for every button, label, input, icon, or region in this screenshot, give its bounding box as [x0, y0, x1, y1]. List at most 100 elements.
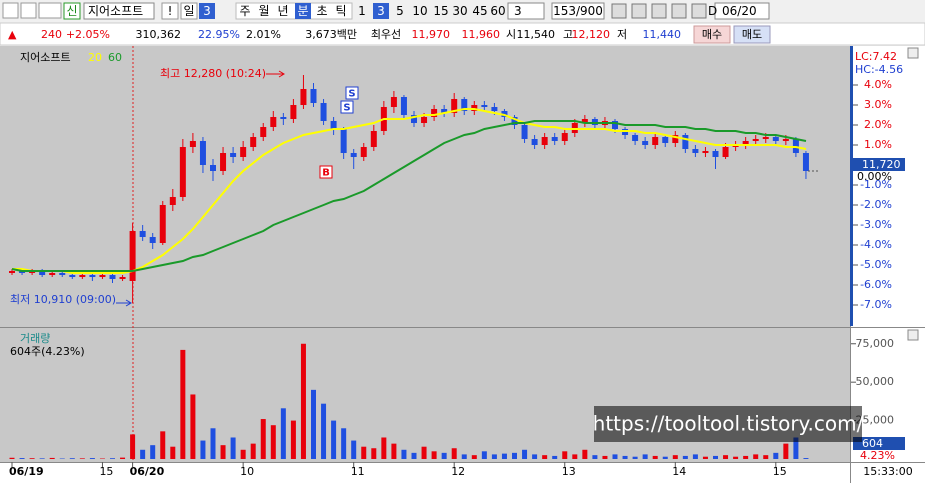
panel-button[interactable] — [907, 47, 919, 59]
selected-tab[interactable] — [373, 3, 389, 19]
info-item: 240 — [41, 28, 62, 41]
signal-label: S — [343, 103, 350, 114]
toolbar-item[interactable]: 년 — [277, 4, 288, 18]
toolbar-item[interactable]: 주 — [239, 4, 250, 18]
icon-button[interactable] — [651, 3, 667, 19]
date-input[interactable] — [714, 2, 770, 20]
candle-body — [9, 271, 15, 273]
candle-body — [802, 153, 809, 171]
volume-bar — [140, 449, 146, 459]
toolbar-item[interactable]: 30 — [452, 4, 467, 18]
toolbar-item[interactable]: 60 — [490, 4, 505, 18]
toolbar-item[interactable]: 15 — [433, 4, 448, 18]
toolbar-item[interactable]: 3 — [514, 4, 522, 18]
toolbar-item[interactable]: ! — [168, 4, 173, 18]
y-tick-label: 50,000 — [856, 375, 895, 388]
volume-bar — [341, 428, 347, 459]
toolbar-item[interactable]: 틱 — [335, 4, 346, 18]
period-tabs[interactable] — [235, 2, 353, 20]
toolbar-item[interactable]: 1 — [358, 4, 366, 18]
toolbar-item[interactable]: 신 — [66, 4, 77, 18]
toolbar-item[interactable]: 지어소프트 — [88, 4, 143, 18]
volume-bar — [110, 458, 115, 459]
clock: 15:33:00 — [863, 465, 912, 478]
candle-body — [762, 137, 769, 139]
candle-body — [350, 153, 357, 157]
count-input[interactable] — [551, 2, 605, 20]
volume-subtitle: 604주(4.23%) — [10, 345, 85, 358]
candle-body — [220, 153, 227, 171]
volume-bar — [642, 454, 648, 459]
candle-body — [581, 119, 588, 123]
volume-bar — [270, 425, 276, 459]
panel-button[interactable] — [907, 329, 919, 341]
candle-body — [250, 137, 257, 147]
volume-bar — [783, 443, 789, 459]
toolbar-item[interactable]: 월 — [258, 4, 269, 18]
candle-body — [139, 231, 146, 237]
toolbar-item[interactable]: 5 — [396, 4, 404, 18]
signal-marker — [340, 100, 354, 114]
stock-input[interactable] — [83, 2, 155, 20]
icon-button[interactable] — [631, 3, 647, 19]
candle-body — [561, 133, 568, 141]
volume-bar — [441, 452, 447, 459]
icon-button[interactable] — [20, 2, 37, 19]
volume-bar — [461, 454, 467, 459]
volume-bar — [662, 456, 668, 459]
toolbar-item[interactable]: 06/20 — [722, 4, 757, 18]
low-arrow — [116, 299, 132, 307]
toolbar-item[interactable]: 3 — [203, 4, 211, 18]
toolbar-item[interactable]: 분 — [297, 4, 308, 18]
volume-bar — [361, 446, 367, 459]
volume-bar — [381, 437, 387, 459]
toolbar-item[interactable]: D — [708, 4, 717, 18]
candle-body — [652, 137, 659, 145]
candle-body — [722, 147, 729, 157]
y-tick-label: -6.0% — [860, 278, 892, 291]
selected-tab[interactable] — [295, 3, 311, 19]
icon-button[interactable] — [2, 2, 19, 19]
toolbar-item[interactable]: 153/900 — [553, 4, 603, 18]
icon-button[interactable] — [691, 3, 707, 19]
icon-button[interactable] — [671, 3, 687, 19]
buy-button[interactable] — [693, 25, 731, 44]
volume-bar — [542, 455, 548, 459]
tool-button[interactable] — [161, 2, 179, 20]
candle-body — [491, 107, 498, 111]
candle-body — [119, 277, 126, 279]
candle-body — [230, 153, 237, 157]
y-tick-label: 3.0% — [864, 98, 892, 111]
info-item[interactable]: 매수 — [702, 28, 722, 41]
info-item[interactable]: 매도 — [742, 28, 762, 41]
icon-button[interactable] — [611, 3, 627, 19]
sell-button[interactable] — [733, 25, 771, 44]
icon-button[interactable] — [38, 2, 62, 19]
selected-tab[interactable] — [199, 3, 215, 19]
toolbar-item[interactable]: 일 — [183, 4, 194, 18]
signal-label: B — [322, 168, 330, 179]
volume-bar — [69, 458, 75, 459]
candle-body — [270, 117, 277, 127]
candle-body — [79, 275, 86, 277]
toolbar-item[interactable]: 45 — [472, 4, 487, 18]
candle-body — [782, 139, 789, 141]
volume-bar — [321, 403, 327, 459]
legend-entry: 20 — [88, 51, 102, 64]
toolbar-item[interactable]: 초 — [316, 4, 327, 18]
candle-body — [129, 231, 136, 281]
tool-button[interactable] — [180, 2, 198, 20]
y-tick-label: 25,000 — [856, 414, 895, 427]
toolbar-item[interactable]: 10 — [412, 4, 427, 18]
x-tick-label: 06/19 — [9, 465, 44, 478]
x-tick-label: 10 — [240, 465, 254, 478]
axis-bg — [850, 46, 925, 483]
volume-bar — [622, 455, 628, 459]
candle-body — [330, 121, 337, 129]
hc-lc: HC:-4.56 — [855, 63, 903, 76]
volume-bar — [552, 455, 558, 459]
interval-select[interactable] — [507, 2, 545, 20]
toolbar-item[interactable]: 3 — [377, 4, 385, 18]
